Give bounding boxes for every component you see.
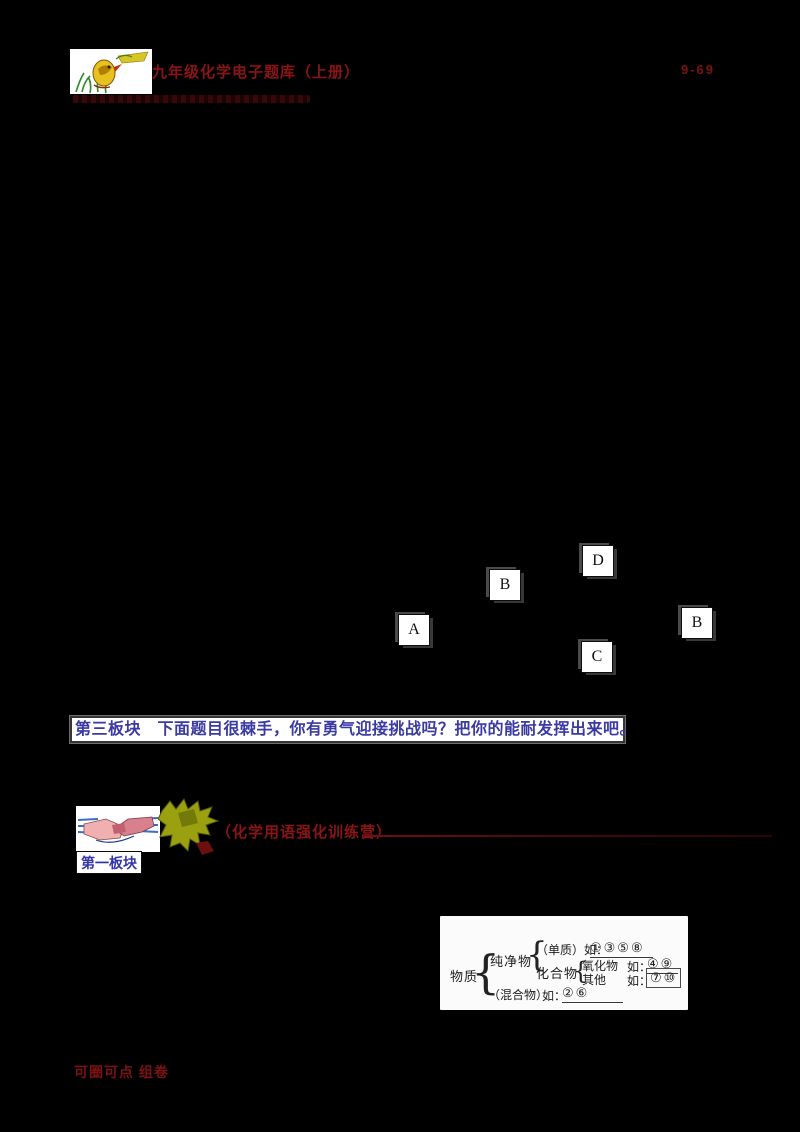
oxide-ru: 如： (627, 960, 652, 974)
other-label: 其他 (582, 973, 607, 987)
brace-root: { (471, 945, 501, 999)
red-rule-line (362, 835, 772, 837)
option-label: B (691, 614, 703, 631)
other-ru: 如： (627, 974, 652, 988)
pure-substance-label: 纯净物 (490, 954, 533, 969)
matter-classification-diagram: 物质 { 纯净物 { （单质）如： ①③⑤⑧ 化合物 { 氧化物 如： ④⑨ 其… (440, 916, 688, 1010)
oxide-label: 氧化物 (582, 959, 619, 973)
option-label: C (591, 648, 603, 665)
element-label: （单质）如： (536, 943, 609, 957)
option-label: A (408, 621, 420, 638)
document-title: 九年级化学电子题库（上册） (152, 65, 361, 81)
option-box-c: C (581, 641, 613, 673)
section-one-badge: 第一板块 (76, 851, 142, 874)
brace-pure: { (526, 935, 548, 975)
brace-compound: { (573, 957, 589, 985)
logo-image (70, 49, 152, 94)
megaphone-image (157, 797, 220, 857)
other-values-box: ⑦⑩ (646, 968, 682, 988)
mixture-label: （混合物） (488, 988, 549, 1002)
option-box-d: D (582, 545, 614, 577)
mixture-values-underline: ②⑥ (562, 984, 624, 1003)
element-values: ①③⑤⑧ (590, 940, 645, 955)
mixture-values: ②⑥ (562, 985, 590, 1000)
mixture-ru: 如： (542, 989, 567, 1003)
option-label: D (592, 552, 604, 569)
logo-subtitle-smudge (73, 95, 310, 103)
handshake-clipart-icon (76, 806, 160, 852)
option-box-b-mid: B (489, 569, 521, 601)
other-values: ⑦⑩ (650, 970, 678, 985)
option-box-a: A (398, 614, 430, 646)
footer-watermark: 可圈可点 组卷 (74, 1064, 169, 1080)
section-one-text: 第一板块 (81, 854, 137, 871)
page-number: 9-69 (681, 62, 716, 77)
option-box-b-right: B (681, 607, 713, 639)
oxide-values-underline: ④⑨ (647, 955, 679, 974)
option-label: B (499, 576, 511, 593)
section-three-text: 第三板块 下面题目很棘手，你有勇气迎接挑战吗？把你的能耐发挥出来吧。 (75, 721, 637, 738)
section-three-banner: 第三板块 下面题目很棘手，你有勇气迎接挑战吗？把你的能耐发挥出来吧。 (70, 716, 636, 743)
megaphone-starburst-icon (157, 798, 220, 855)
oxide-values: ④⑨ (647, 956, 675, 971)
compound-label: 化合物 (536, 966, 579, 981)
element-values-underline: ①③⑤⑧ (590, 939, 653, 958)
diagram-root-label: 物质 (450, 969, 479, 984)
bird-grass-clipart-icon (70, 49, 152, 94)
handshake-image (76, 806, 160, 852)
training-camp-text: （化学用语强化训练营） (216, 824, 393, 841)
